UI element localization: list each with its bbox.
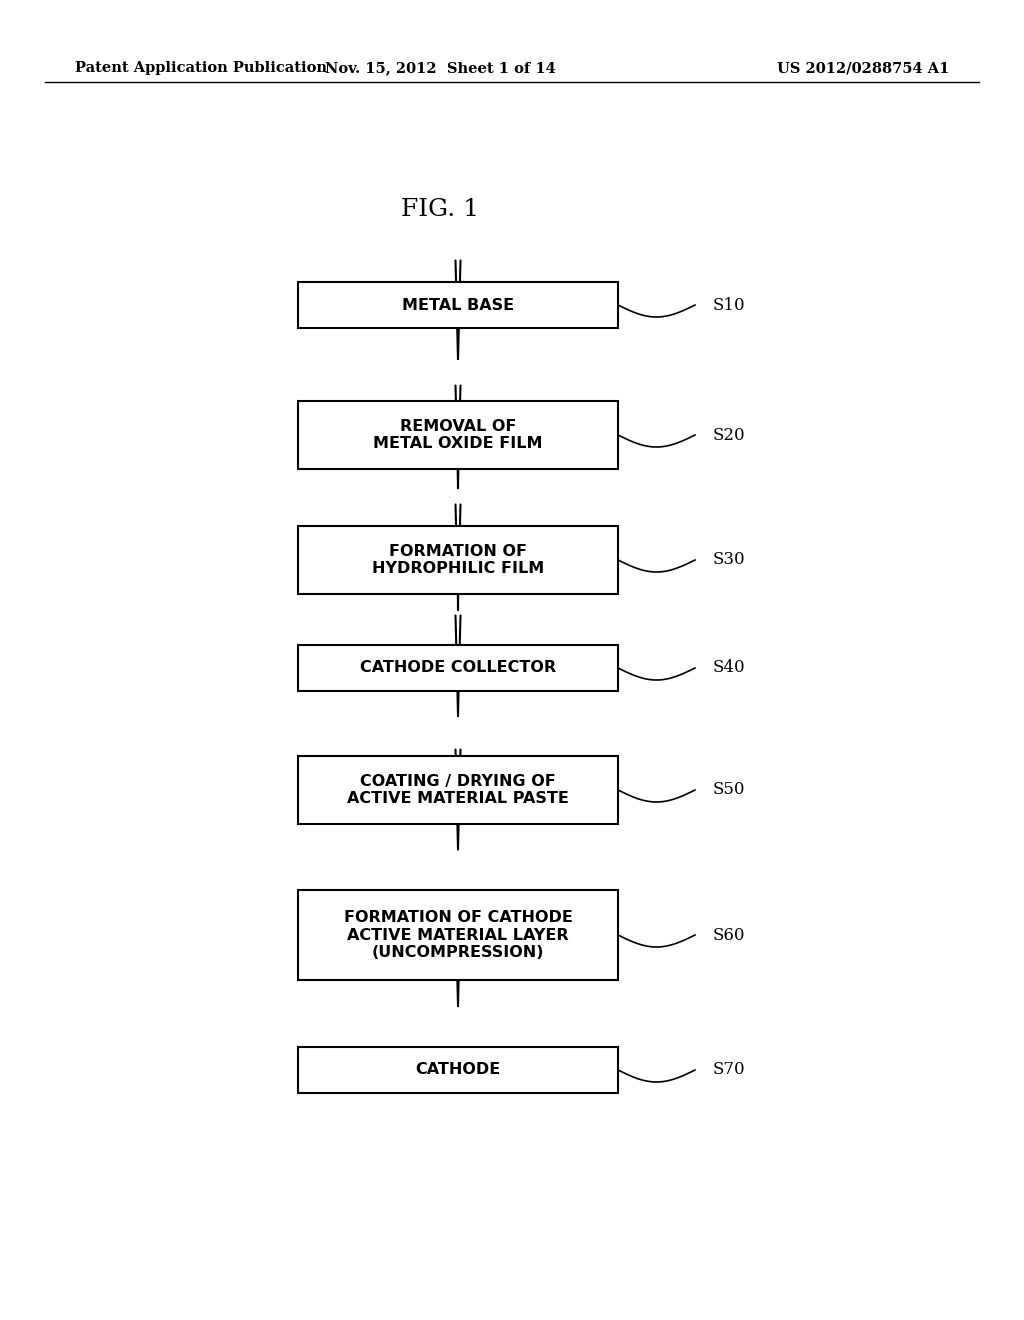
Text: COATING / DRYING OF
ACTIVE MATERIAL PASTE: COATING / DRYING OF ACTIVE MATERIAL PAST… [347,774,569,807]
FancyBboxPatch shape [298,756,618,824]
Text: S30: S30 [713,552,745,569]
Text: CATHODE: CATHODE [416,1063,501,1077]
Text: Patent Application Publication: Patent Application Publication [75,61,327,75]
Text: FORMATION OF
HYDROPHILIC FILM: FORMATION OF HYDROPHILIC FILM [372,544,544,577]
Text: S20: S20 [713,426,745,444]
FancyBboxPatch shape [298,401,618,469]
Text: S50: S50 [713,781,745,799]
FancyBboxPatch shape [298,890,618,979]
FancyBboxPatch shape [298,282,618,327]
FancyBboxPatch shape [298,1047,618,1093]
Text: S70: S70 [713,1061,745,1078]
Text: S40: S40 [713,660,745,676]
FancyBboxPatch shape [298,645,618,690]
Text: FIG. 1: FIG. 1 [401,198,479,222]
Text: METAL BASE: METAL BASE [402,297,514,313]
Text: S60: S60 [713,927,745,944]
Text: FORMATION OF CATHODE
ACTIVE MATERIAL LAYER
(UNCOMPRESSION): FORMATION OF CATHODE ACTIVE MATERIAL LAY… [344,909,572,960]
Text: Nov. 15, 2012  Sheet 1 of 14: Nov. 15, 2012 Sheet 1 of 14 [325,61,556,75]
Text: REMOVAL OF
METAL OXIDE FILM: REMOVAL OF METAL OXIDE FILM [374,418,543,451]
Text: CATHODE COLLECTOR: CATHODE COLLECTOR [360,660,556,676]
Text: S10: S10 [713,297,745,314]
FancyBboxPatch shape [298,525,618,594]
Text: US 2012/0288754 A1: US 2012/0288754 A1 [776,61,949,75]
